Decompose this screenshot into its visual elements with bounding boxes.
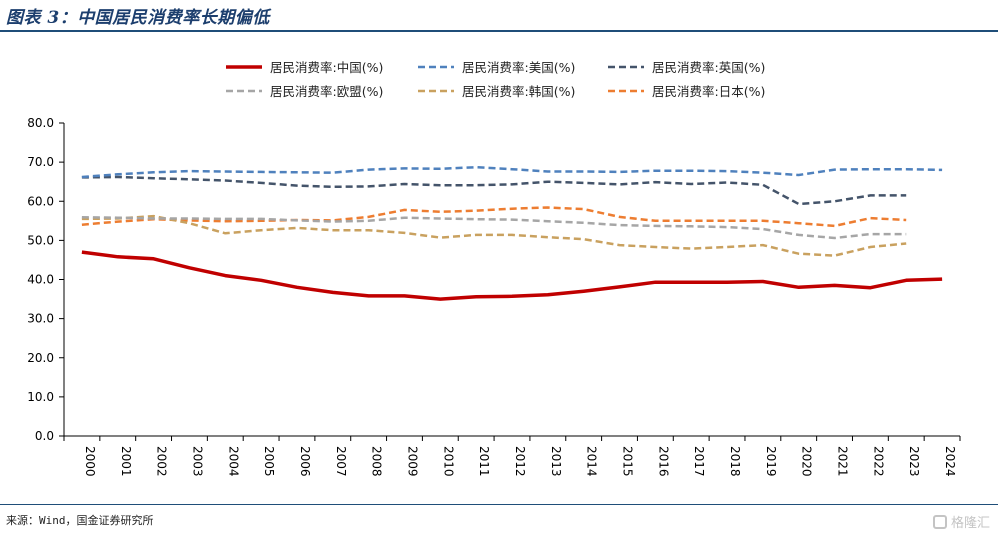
x-tick-label: 2010: [441, 446, 455, 477]
series-line-4: [81, 214, 907, 257]
x-tick-label: 2000: [83, 446, 97, 477]
x-tick-label: 2002: [155, 446, 169, 477]
watermark-logo-icon: [932, 514, 947, 529]
source-note: 来源：Wind，国金证券研究所: [6, 514, 154, 527]
x-tick-label: 2024: [943, 446, 957, 477]
watermark: 格隆汇: [932, 512, 990, 531]
legend-label: 居民消费率:日本(%): [652, 84, 765, 99]
series-line-3: [81, 216, 907, 240]
series-line-0: [81, 250, 943, 301]
y-tick-label: 30.0: [27, 312, 54, 326]
x-tick-label: 2020: [800, 446, 814, 477]
chart-title: 图表 3：中国居民消费率长期偏低: [6, 8, 270, 28]
x-tick-label: 2005: [262, 446, 276, 477]
x-tick-label: 2022: [871, 446, 885, 477]
x-tick-label: 2006: [298, 446, 312, 477]
legend-label: 居民消费率:美国(%): [462, 60, 575, 75]
x-tick-label: 2015: [621, 446, 635, 477]
legend-label: 居民消费率:中国(%): [270, 60, 383, 75]
y-tick-label: 60.0: [27, 194, 54, 208]
y-tick-label: 50.0: [27, 233, 54, 247]
legend-label: 居民消费率:欧盟(%): [270, 84, 383, 99]
series-line-1: [81, 165, 943, 179]
legend-label: 居民消费率:韩国(%): [462, 84, 575, 99]
footer-rule: [0, 504, 998, 505]
x-tick-label: 2008: [370, 446, 384, 477]
x-axis: 2000 2001 2002 2003 2004 2005 2006 2007 2008 2009…: [63, 435, 961, 477]
x-tick-label: 2003: [190, 446, 204, 477]
y-tick-label: 0.0: [35, 429, 54, 443]
x-tick-label: 2007: [334, 446, 348, 477]
series-line-5: [81, 206, 907, 228]
y-tick-label: 80.0: [27, 116, 54, 130]
y-tick-label: 70.0: [27, 155, 54, 169]
line-chart: 居民消费率:中国(%) 居民消费率:美国(%) 居民消费率:英国(%) 居民消费率:欧…: [27, 60, 961, 477]
x-tick-label: 2004: [226, 446, 240, 477]
x-tick-label: 2017: [692, 446, 706, 477]
x-tick-label: 2023: [907, 446, 921, 477]
y-tick-label: 20.0: [27, 351, 54, 365]
x-tick-label: 2018: [728, 446, 742, 477]
x-tick-label: 2013: [549, 446, 563, 477]
legend-label: 居民消费率:英国(%): [652, 60, 765, 75]
x-tick-label: 2009: [405, 446, 419, 477]
y-tick-label: 10.0: [27, 390, 54, 404]
x-tick-label: 2016: [656, 446, 670, 477]
chart-legend: 居民消费率:中国(%) 居民消费率:美国(%) 居民消费率:英国(%) 居民消费率:欧…: [226, 60, 765, 99]
series-line-2: [81, 175, 907, 206]
x-tick-label: 2001: [119, 446, 133, 477]
x-tick-label: 2014: [585, 446, 599, 477]
y-axis: 0.0 10.0 20.0 30.0 40.0 50.0 60.0 70.0 80.0: [27, 116, 65, 443]
x-tick-label: 2011: [477, 446, 491, 477]
x-tick-label: 2019: [764, 446, 778, 477]
watermark-text: 格隆汇: [950, 516, 990, 531]
x-tick-label: 2021: [836, 446, 850, 477]
x-tick-label: 2012: [513, 446, 527, 477]
series-lines: [81, 165, 943, 301]
header-rule: [0, 30, 998, 32]
y-tick-label: 40.0: [27, 273, 54, 287]
